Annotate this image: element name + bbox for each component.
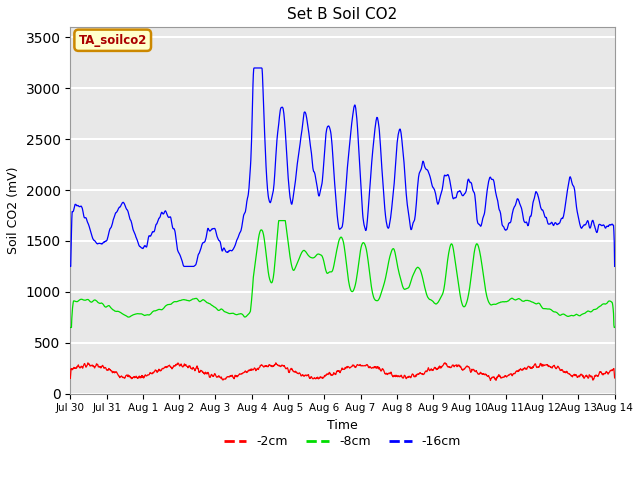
Legend: -2cm, -8cm, -16cm: -2cm, -8cm, -16cm — [219, 430, 466, 453]
Title: Set B Soil CO2: Set B Soil CO2 — [287, 7, 397, 22]
Text: TA_soilco2: TA_soilco2 — [79, 34, 147, 47]
X-axis label: Time: Time — [327, 419, 358, 432]
Y-axis label: Soil CO2 (mV): Soil CO2 (mV) — [7, 167, 20, 254]
